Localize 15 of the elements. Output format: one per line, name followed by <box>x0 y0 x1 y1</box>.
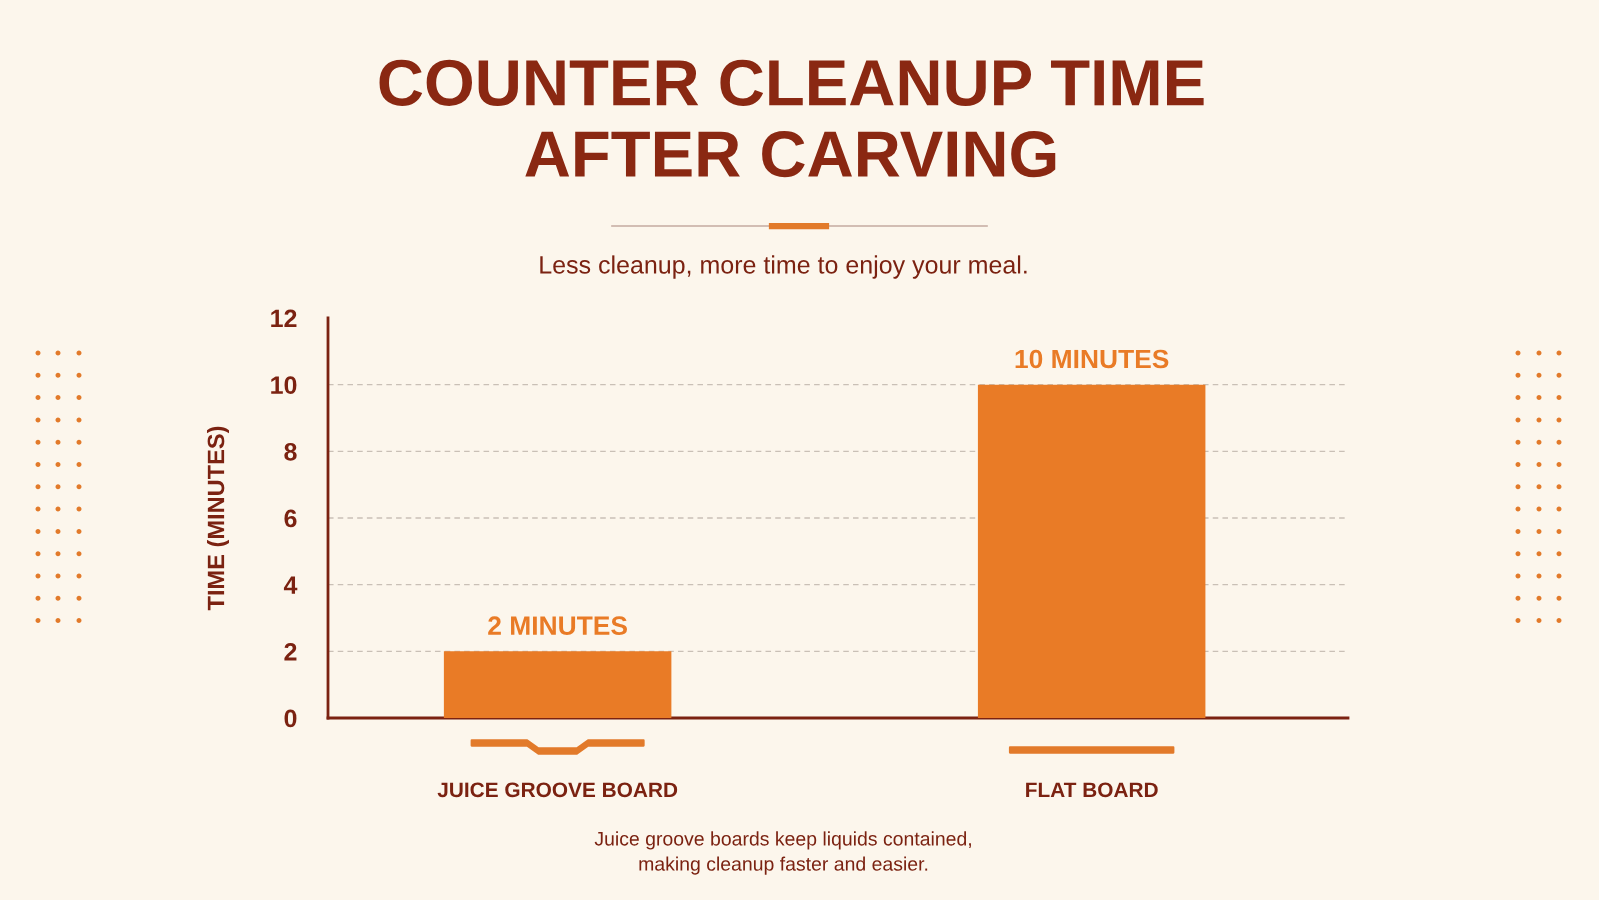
y-tick-label: 12 <box>271 309 297 328</box>
x-tick-label: FLAT BOARD <box>1026 782 1158 798</box>
chart-subtitle: Less cleanup, more time to enjoy your meal. <box>540 255 1027 279</box>
data-label: 2 MINUTES <box>488 616 627 636</box>
chart-title: COUNTER CLEANUP TIME AFTER CARVING <box>379 59 1204 178</box>
x-tick-label: JUICE GROOVE BOARD <box>437 782 678 798</box>
y-tick-label: 4 <box>283 576 298 594</box>
y-tick-label: 0 <box>284 709 297 728</box>
data-label: 10 MINUTES <box>1015 349 1169 369</box>
y-tick-label: 8 <box>284 442 297 461</box>
y-tick-label: 10 <box>271 376 297 394</box>
y-tick-label: 6 <box>284 509 297 528</box>
y-axis-title: TIME (MINUTES) <box>206 426 229 611</box>
y-tick-label: 2 <box>284 642 297 661</box>
text: Juice groove boards keep liquids contained, making cleanup faster and easier. <box>594 831 971 875</box>
